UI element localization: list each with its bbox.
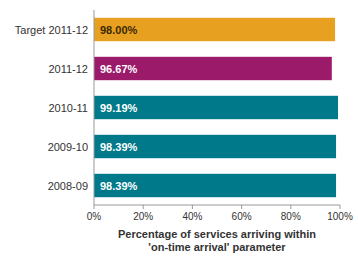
- bar: [94, 57, 332, 80]
- bars: [94, 18, 338, 197]
- x-tick: [94, 205, 95, 209]
- bar: [94, 135, 336, 158]
- data-label: 98.39%: [100, 180, 138, 192]
- x-axis-line: [94, 205, 340, 206]
- x-axis-label: Percentage of services arriving within'o…: [118, 228, 316, 253]
- x-tick: [241, 205, 242, 209]
- y-tick-label: 2009-10: [48, 141, 88, 153]
- x-tick: [192, 205, 193, 209]
- x-tick-label: 100%: [327, 211, 353, 222]
- axes: 0% 20% 40% 60% 80% 100% Target 2011-12 2011-12 2…: [15, 10, 353, 222]
- bar: [94, 18, 335, 41]
- x-tick-label: 20%: [133, 211, 153, 222]
- data-label: 99.19%: [100, 102, 138, 114]
- x-tick-label: 60%: [232, 211, 252, 222]
- data-label: 98.39%: [100, 141, 138, 153]
- y-tick-label: 2010-11: [48, 102, 88, 114]
- x-tick: [143, 205, 144, 209]
- bar: [94, 174, 336, 197]
- chart: 98.00% 96.67% 99.19% 98.39% 98.39% 0% 20% 40% 60…: [0, 0, 358, 267]
- chart-container: 98.00% 96.67% 99.19% 98.39% 98.39% 0% 20% 40% 60…: [0, 0, 358, 267]
- x-tick: [290, 205, 291, 209]
- y-axis-line: [94, 10, 95, 205]
- y-tick-label: 2008-09: [48, 180, 88, 192]
- data-label: 96.67%: [100, 63, 138, 75]
- x-tick-label: 0%: [87, 211, 102, 222]
- bar: [94, 96, 338, 119]
- data-label: 98.00%: [100, 24, 138, 36]
- y-tick-label: 2011-12: [48, 63, 88, 75]
- x-tick: [340, 205, 341, 209]
- x-tick-label: 40%: [182, 211, 202, 222]
- x-tick-label: 80%: [281, 211, 301, 222]
- y-tick-label: Target 2011-12: [15, 24, 88, 36]
- data-labels: 98.00% 96.67% 99.19% 98.39% 98.39%: [100, 24, 138, 192]
